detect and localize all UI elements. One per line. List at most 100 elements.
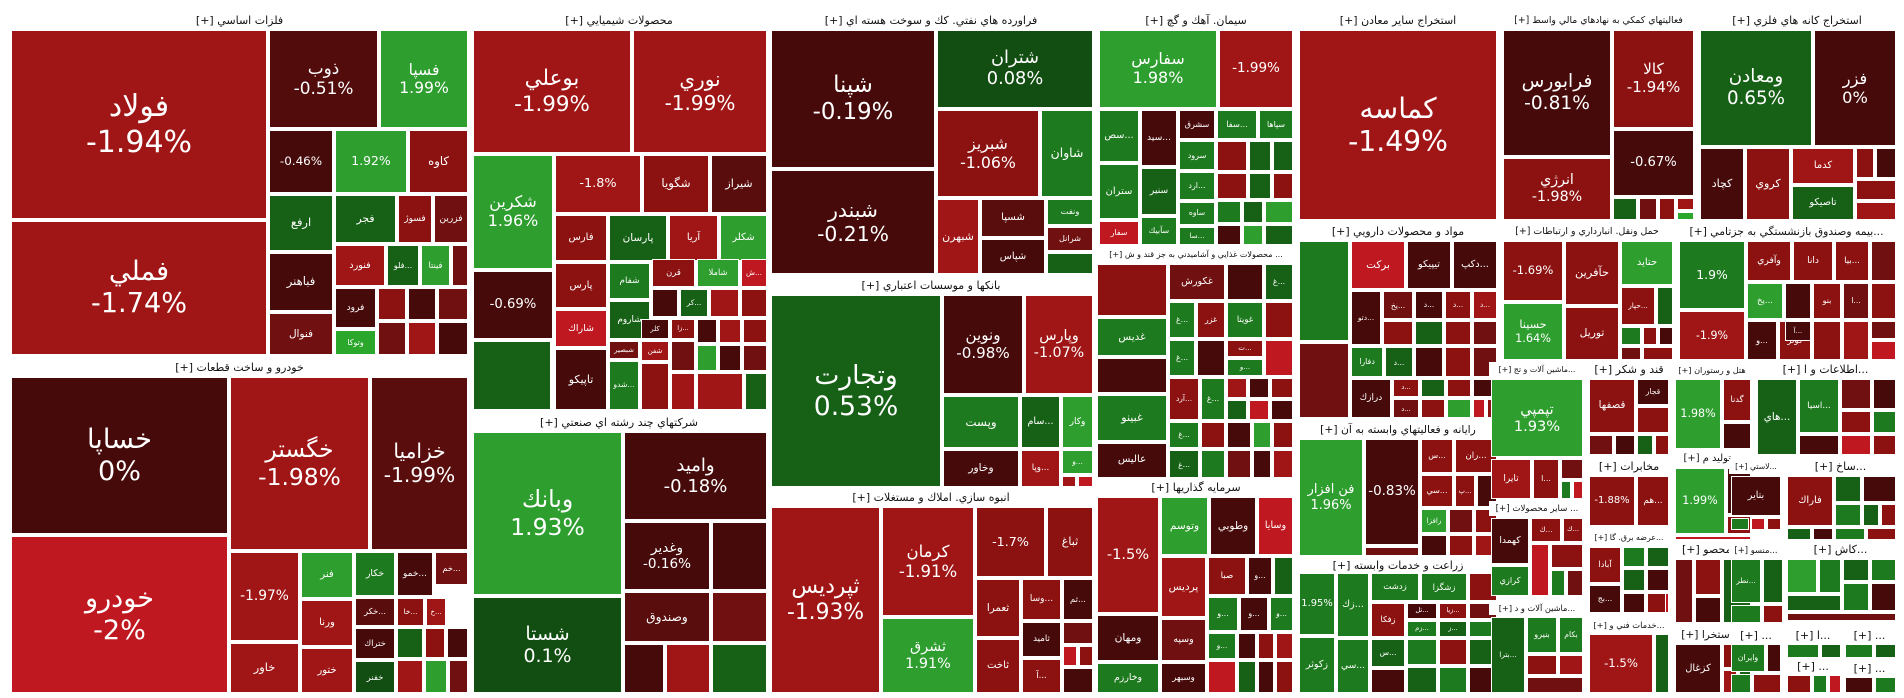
stock-tile-وپا[interactable]: ...وپا xyxy=(1021,450,1060,487)
stock-tile-شسپا[interactable]: شسپا xyxy=(981,199,1045,237)
stock-tile-فرابورس[interactable]: فرابورس -0.81% xyxy=(1503,30,1611,156)
stock-tile[interactable] xyxy=(473,341,551,410)
stock-tile-رافزا[interactable]: رافزا xyxy=(1421,509,1447,533)
stock-tile-شاملا[interactable]: شاملا xyxy=(697,259,739,287)
stock-tile-ومهان[interactable]: ومهان xyxy=(1097,615,1159,661)
stock-tile-فسوژ[interactable]: فسوژ xyxy=(398,195,432,243)
stock-tile[interactable] xyxy=(1871,283,1896,319)
stock-tile[interactable] xyxy=(1821,644,1841,658)
stock-tile-ذوب[interactable]: ذوب -0.51% xyxy=(269,30,378,128)
stock-tile[interactable]: -1.9% xyxy=(1679,311,1745,360)
stock-tile-بنيرو[interactable]: بنيرو xyxy=(1527,617,1557,653)
stock-tile[interactable]: -1.88% xyxy=(1589,476,1635,526)
stock-tile-س[interactable]: ...س xyxy=(1421,439,1453,473)
stock-tile[interactable] xyxy=(1383,321,1413,345)
stock-tile-وآفري[interactable]: وآفري xyxy=(1747,241,1791,281)
stock-tile[interactable] xyxy=(1871,341,1896,360)
stock-tile[interactable] xyxy=(697,345,717,371)
stock-tile-ت[interactable]: ...ت xyxy=(1227,340,1263,357)
stock-tile-شفن[interactable]: شفن xyxy=(641,341,669,361)
sector-header-29[interactable]: ...اطلاعات و ا [+] xyxy=(1755,362,1896,377)
stock-tile[interactable] xyxy=(712,644,767,693)
stock-tile-دانا[interactable]: دانا xyxy=(1793,241,1833,281)
stock-tile-وتجارت[interactable]: وتجارت 0.53% xyxy=(771,295,941,487)
stock-tile-حآفرين[interactable]: حآفرين xyxy=(1565,241,1619,305)
stock-tile[interactable] xyxy=(624,644,664,693)
stock-tile[interactable]: -0.69% xyxy=(473,271,553,339)
stock-tile[interactable] xyxy=(1273,141,1293,171)
stock-tile[interactable] xyxy=(1097,264,1167,316)
stock-tile[interactable] xyxy=(1551,570,1565,596)
stock-tile-شبهرن[interactable]: شبهرن xyxy=(937,199,979,274)
stock-tile[interactable] xyxy=(449,660,468,693)
stock-tile[interactable] xyxy=(1623,569,1645,591)
stock-tile[interactable] xyxy=(1873,435,1896,455)
stock-tile-وخارزم[interactable]: وخارزم xyxy=(1097,663,1159,693)
stock-tile-صبا[interactable]: صبا xyxy=(1208,557,1246,595)
stock-tile[interactable] xyxy=(1787,528,1811,540)
stock-tile-سام[interactable]: ...سام xyxy=(1021,396,1060,448)
stock-tile-شبصير[interactable]: شبصير xyxy=(609,341,639,359)
stock-tile-وسايا[interactable]: وسايا xyxy=(1258,497,1293,555)
sector-header-15[interactable]: فعاليتهاي كمكي به نهادهاي مالي واسط [+] xyxy=(1501,12,1696,29)
stock-tile-فزر[interactable]: فزر 0% xyxy=(1814,30,1896,146)
stock-tile-بركت[interactable]: بركت xyxy=(1351,241,1405,289)
stock-tile[interactable] xyxy=(1835,528,1865,540)
stock-tile[interactable] xyxy=(1873,379,1896,409)
stock-tile-فنر[interactable]: فنر xyxy=(301,552,353,598)
stock-tile[interactable] xyxy=(1843,559,1869,581)
stock-tile[interactable] xyxy=(1763,559,1783,603)
stock-tile-ثم[interactable]: ...ثم xyxy=(1063,579,1093,620)
stock-tile[interactable] xyxy=(1527,677,1583,693)
stock-tile-خگستر[interactable]: خگستر -1.98% xyxy=(230,377,369,550)
stock-tile[interactable] xyxy=(1217,225,1241,245)
stock-tile[interactable] xyxy=(1863,504,1879,526)
stock-tile-شپنا[interactable]: شپنا -0.19% xyxy=(771,30,935,168)
stock-tile[interactable] xyxy=(1271,378,1293,398)
stock-tile[interactable] xyxy=(710,289,739,317)
stock-tile[interactable] xyxy=(1473,321,1497,345)
stock-tile-ا[interactable]: ...ا xyxy=(1843,283,1869,319)
stock-tile[interactable] xyxy=(1371,669,1405,693)
stock-tile-شستا[interactable]: شستا 0.1% xyxy=(473,597,622,693)
stock-tile-فينتا[interactable]: فينتا xyxy=(421,245,450,286)
stock-tile[interactable] xyxy=(1445,321,1471,345)
stock-tile[interactable] xyxy=(1227,422,1251,448)
stock-tile-ثشرق[interactable]: ثشرق 1.91% xyxy=(882,618,974,693)
stock-tile[interactable] xyxy=(1731,518,1749,530)
stock-tile-پارسان[interactable]: پارسان xyxy=(609,215,667,261)
stock-tile[interactable] xyxy=(1527,655,1557,675)
stock-tile[interactable] xyxy=(1249,173,1271,199)
stock-tile-نطر[interactable]: ...نطر xyxy=(1731,559,1761,603)
stock-tile-شكلر[interactable]: شكلر xyxy=(720,215,767,261)
stock-tile-كر[interactable]: ...كر xyxy=(680,289,708,317)
stock-tile-غ[interactable]: ...غ xyxy=(1265,264,1293,300)
stock-tile-دفارا[interactable]: دفارا xyxy=(1351,347,1383,377)
stock-tile-ونوين[interactable]: ونوين -0.98% xyxy=(943,295,1023,394)
stock-tile[interactable]: 1.98% xyxy=(1675,379,1721,449)
stock-tile-ح[interactable] xyxy=(1657,287,1673,325)
sector-header-9[interactable]: سرمايه گذاريها [+] xyxy=(1097,480,1295,495)
stock-tile[interactable] xyxy=(1845,677,1873,693)
stock-tile-سپاها[interactable]: سپاها xyxy=(1259,110,1293,139)
stock-tile[interactable] xyxy=(743,319,767,343)
stock-tile[interactable] xyxy=(1407,667,1437,693)
stock-tile-حپار[interactable]: ...حپار xyxy=(1621,287,1655,325)
stock-tile[interactable] xyxy=(1473,399,1485,418)
stock-tile[interactable] xyxy=(1531,544,1549,596)
stock-tile[interactable] xyxy=(1217,141,1247,171)
sector-header-32[interactable]: ...منسو [+] xyxy=(1729,542,1783,557)
stock-tile-كرمان[interactable]: كرمان -1.91% xyxy=(882,507,974,616)
stock-tile-كاوه[interactable]: كاوه xyxy=(409,130,468,193)
stock-tile[interactable] xyxy=(1439,639,1467,665)
stock-tile-غ[interactable]: ...غ xyxy=(1169,450,1199,478)
stock-tile[interactable] xyxy=(1217,201,1241,223)
stock-tile[interactable] xyxy=(1675,536,1751,540)
stock-tile-قرن[interactable]: قرن xyxy=(652,259,695,287)
stock-tile-شيراز[interactable]: شيراز xyxy=(711,155,767,213)
stock-tile[interactable] xyxy=(1677,212,1694,220)
stock-tile-چكا[interactable] xyxy=(1695,559,1721,595)
stock-tile[interactable] xyxy=(425,628,445,658)
stock-tile[interactable] xyxy=(1445,347,1471,377)
stock-tile[interactable] xyxy=(1763,605,1783,623)
